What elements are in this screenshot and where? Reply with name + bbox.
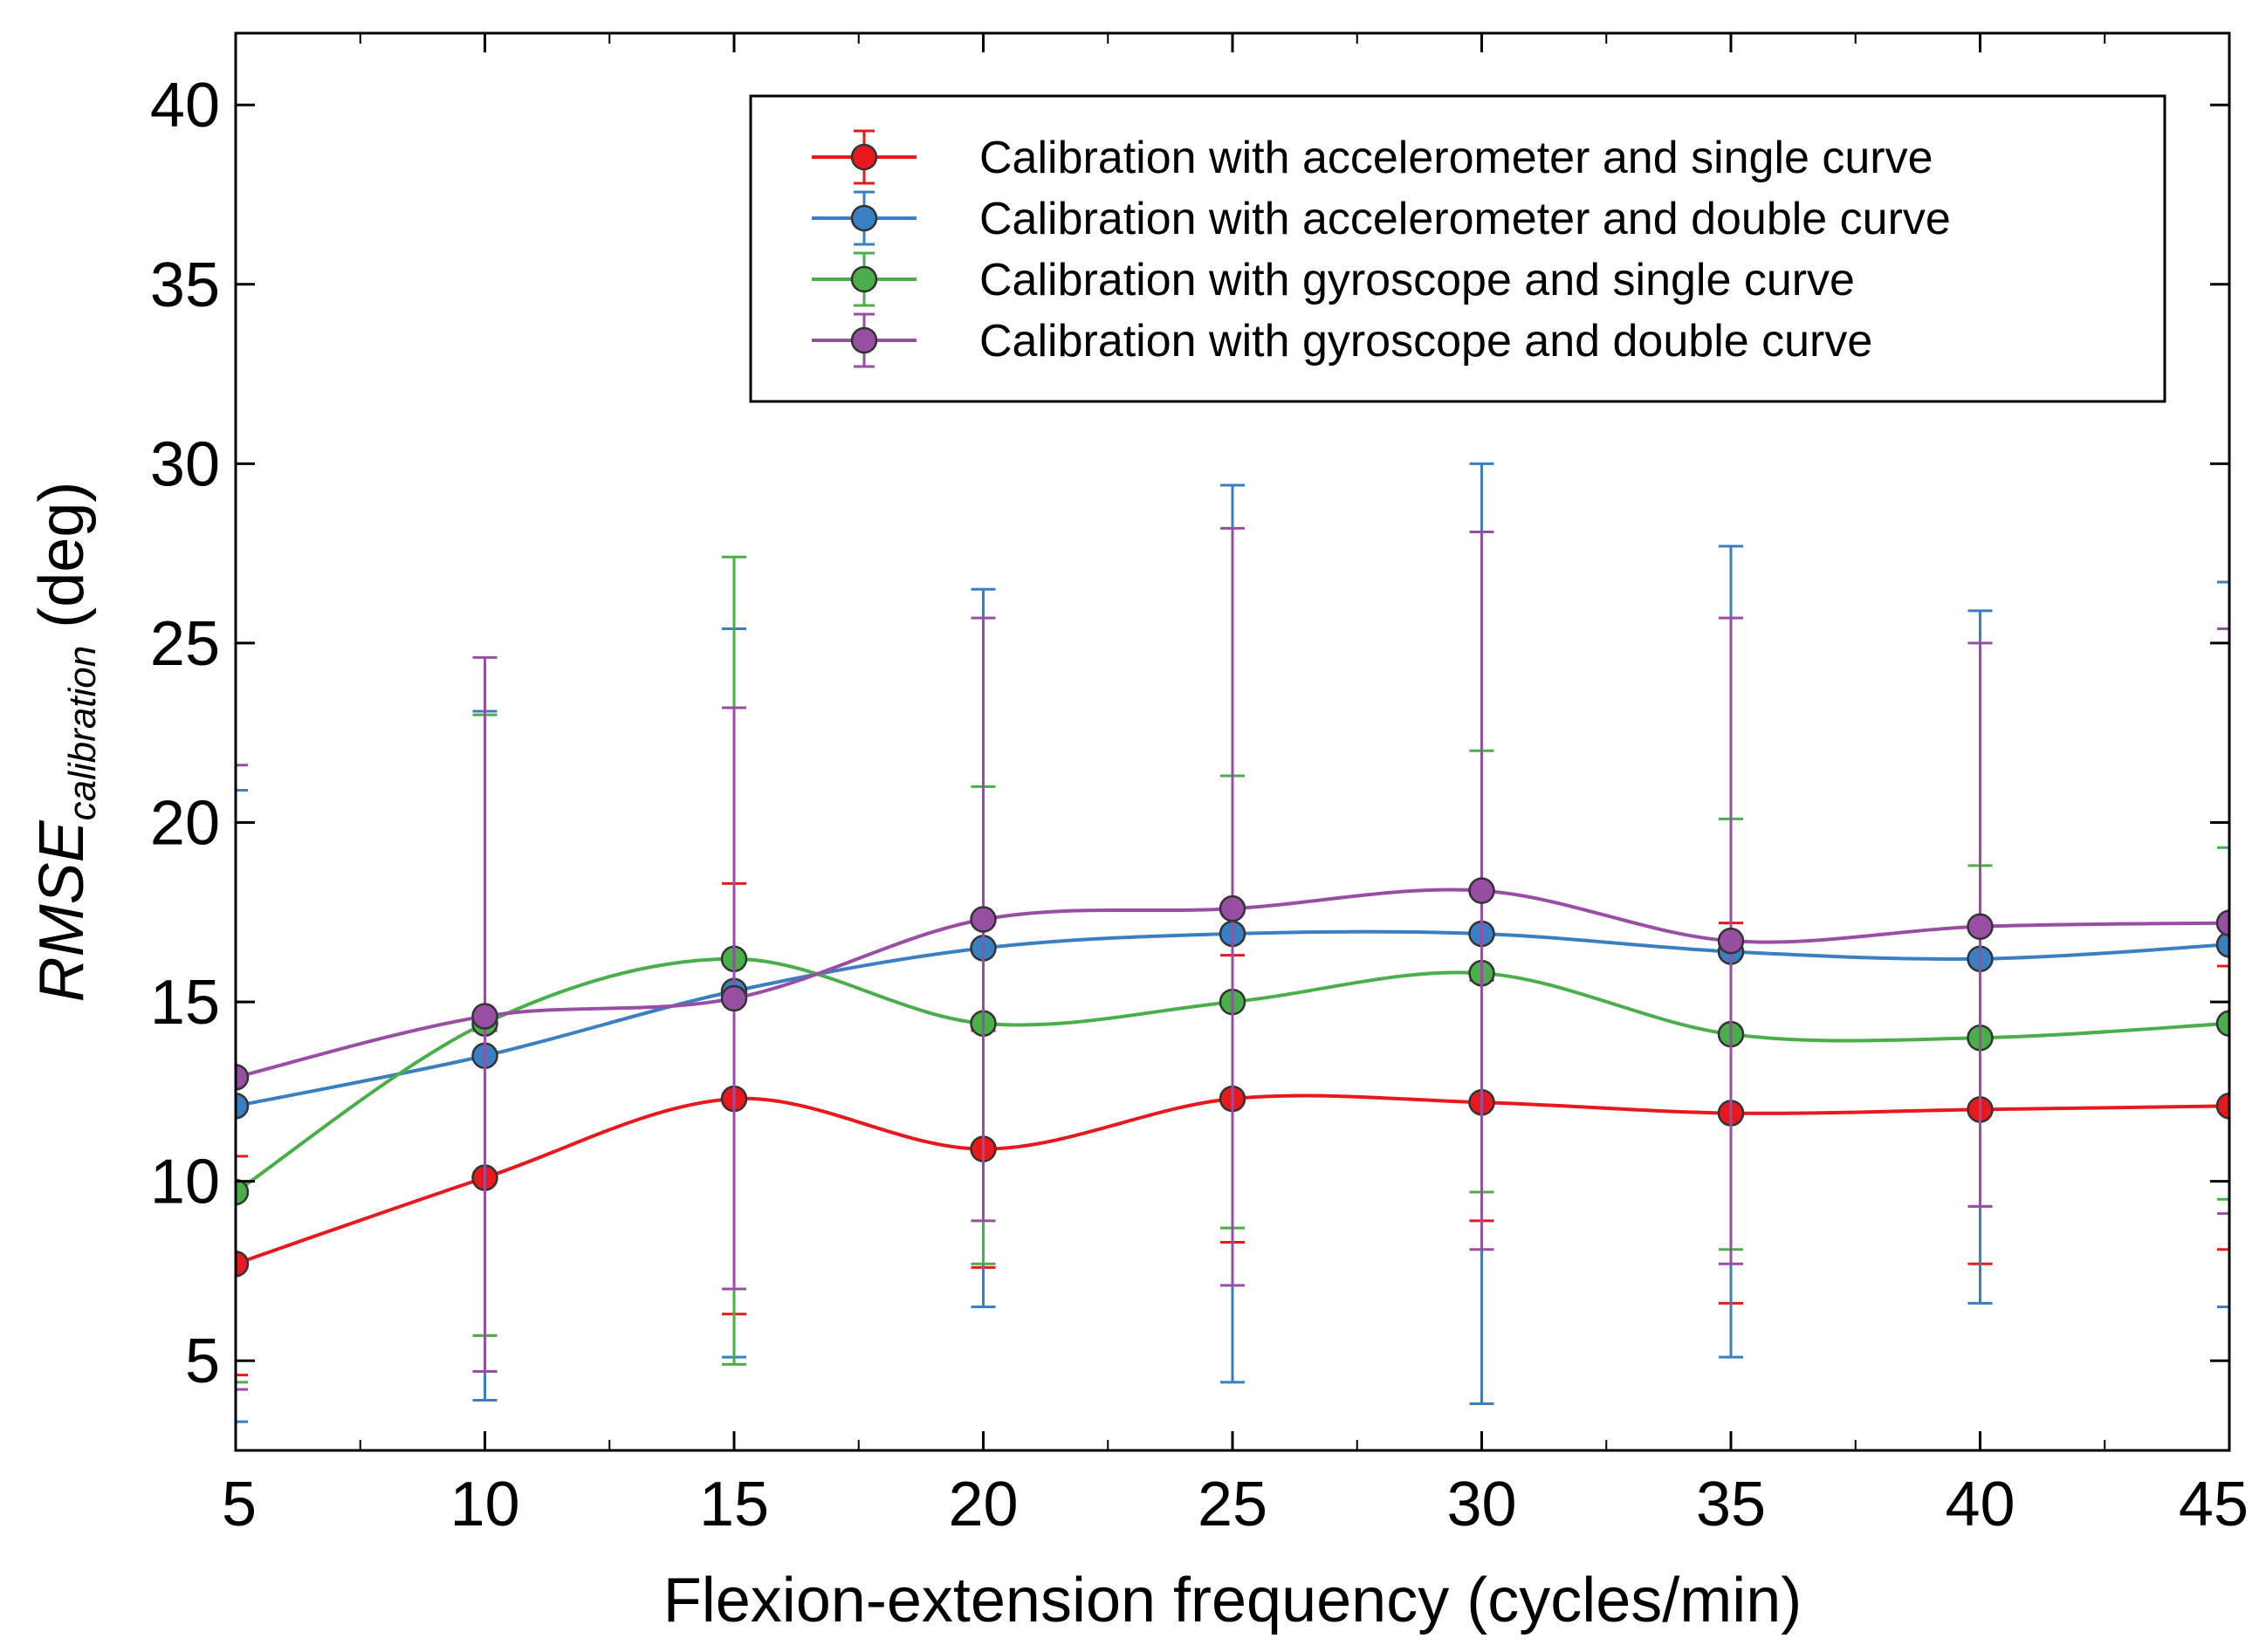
legend-marker xyxy=(850,143,878,171)
data-point xyxy=(1219,895,1246,922)
y-tick-label: 15 xyxy=(150,968,220,1038)
series-layer xyxy=(236,462,2229,1423)
legend-item: Calibration with gyroscope and double cu… xyxy=(812,312,1872,368)
x-tick-label: 30 xyxy=(1446,1470,1516,1539)
legend-item: Calibration with accelerometer and singl… xyxy=(812,129,1933,185)
legend-marker xyxy=(850,265,878,293)
x-tick-label: 20 xyxy=(948,1470,1018,1539)
y-tick-label: 25 xyxy=(150,609,220,679)
y-tick-label: 40 xyxy=(150,71,220,141)
y-tick-label: 10 xyxy=(150,1148,220,1217)
data-point xyxy=(1967,913,1994,940)
legend-item: Calibration with accelerometer and doubl… xyxy=(812,190,1951,246)
legend-label: Calibration with gyroscope and single cu… xyxy=(979,255,1855,305)
x-tick-label: 35 xyxy=(1696,1470,1766,1539)
legend-item: Calibration with gyroscope and single cu… xyxy=(812,251,1855,307)
data-point xyxy=(970,906,997,933)
x-tick-label: 45 xyxy=(2179,1470,2249,1539)
y-axis-label-suffix: (deg) xyxy=(27,482,97,646)
data-point xyxy=(471,1003,498,1030)
series-4 xyxy=(236,526,2229,1391)
data-point xyxy=(2215,1093,2229,1120)
legend: Calibration with accelerometer and singl… xyxy=(749,94,2166,403)
legend-label: Calibration with gyroscope and double cu… xyxy=(979,316,1872,367)
data-point xyxy=(236,1064,250,1091)
y-tick-label: 30 xyxy=(150,429,220,499)
data-point xyxy=(1468,877,1495,904)
y-tick-label: 20 xyxy=(150,789,220,859)
x-tick-label: 5 xyxy=(222,1470,257,1539)
y-axis-label: RMSEcalibration (deg) xyxy=(27,482,104,1003)
data-point xyxy=(1717,927,1745,955)
legend-marker xyxy=(850,326,878,354)
x-axis-label: Flexion-extension frequency (cycles/min) xyxy=(663,1566,1802,1635)
x-tick-label: 10 xyxy=(450,1470,519,1539)
data-point xyxy=(236,1093,250,1120)
legend-marker xyxy=(850,204,878,232)
y-tick-label: 35 xyxy=(150,250,220,320)
x-tick-label: 25 xyxy=(1198,1470,1267,1539)
legend-label: Calibration with accelerometer and singl… xyxy=(979,133,1933,183)
legend-label: Calibration with accelerometer and doubl… xyxy=(979,194,1951,244)
x-tick-label: 15 xyxy=(699,1470,769,1539)
tick-layer: 5 10 15 20 25 30 35 40 45 5 10 15 20 25 30 35 40 xyxy=(150,33,2249,1539)
data-point xyxy=(720,984,748,1012)
data-point xyxy=(2215,931,2229,958)
y-tick-label: 5 xyxy=(185,1326,220,1396)
y-axis-label-main: RMSE xyxy=(27,819,97,1002)
x-tick-label: 40 xyxy=(1945,1470,2015,1539)
legend-box xyxy=(749,94,2166,403)
y-axis-label-subscript: calibration xyxy=(61,646,104,821)
data-point xyxy=(236,1250,250,1278)
data-point xyxy=(2215,909,2229,936)
series-line xyxy=(236,1093,2229,1266)
data-point xyxy=(2215,1010,2229,1037)
data-point xyxy=(236,1178,250,1206)
